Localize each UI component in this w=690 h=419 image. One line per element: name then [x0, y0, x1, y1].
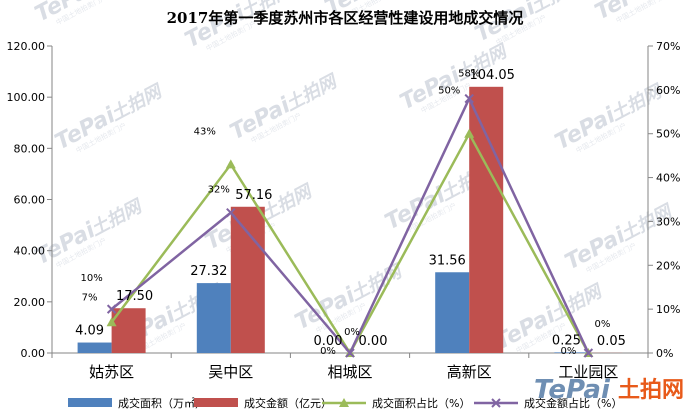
- y-right-tick-label: 0%: [656, 347, 673, 360]
- x-tick-label: 吴中区: [208, 363, 253, 381]
- line-point-3-3: [464, 93, 474, 104]
- legend: 成交面积（万㎡） 成交金额（亿元） 成交面积占比（%） 成交金额占比（%）: [68, 396, 622, 410]
- line-point-3-4: [583, 348, 594, 358]
- logo-cn: 土拍网: [618, 377, 684, 403]
- x-tick-label: 工业园区: [558, 363, 618, 381]
- watermark-cn: 土拍网: [347, 260, 407, 305]
- legend-marker: [491, 398, 501, 408]
- data-labels: 4.09 27.32 0.00 31.56 0.25 17.50 57.16 0.00 104.…: [75, 68, 626, 357]
- y-left-tick-label: 0.00: [21, 347, 46, 360]
- line-data-label: 0%: [320, 346, 336, 357]
- y-right-tick-label: 10%: [656, 303, 680, 316]
- line-data-label: 10%: [80, 273, 102, 284]
- bar-data-label: 104.05: [469, 68, 515, 83]
- line-point-3-2: [345, 348, 355, 358]
- bar-data-label: 0.00: [314, 334, 343, 349]
- legend-label-0: 成交面积（万㎡）: [118, 396, 206, 410]
- watermark-cn: 土拍网: [87, 195, 147, 240]
- watermark-cn: 土拍网: [107, 80, 167, 125]
- y-right-tick-label: 70%: [656, 40, 680, 53]
- bar-0-0: [77, 342, 112, 353]
- y-right-tick-label: 30%: [656, 215, 680, 228]
- x-tick-label: 相城区: [327, 363, 372, 381]
- bar-0-3: [435, 272, 470, 353]
- bar-data-label: 57.16: [235, 188, 272, 203]
- watermark-cn: 土拍网: [527, 0, 587, 17]
- bar-0-1: [196, 283, 231, 353]
- bar-data-label: 17.50: [116, 289, 153, 304]
- y-left-tick-label: 80.00: [14, 142, 46, 155]
- legend-label-3: 成交金额占比（%）: [524, 396, 622, 410]
- tepai-logo: TePai 土拍网: [534, 375, 684, 405]
- bar-data-label: 0.25: [552, 333, 581, 348]
- y-right-tick-label: 50%: [656, 128, 680, 141]
- bar-1-1: [230, 206, 265, 353]
- x-tick-label: 高新区: [447, 363, 492, 381]
- x-tick-label: 姑苏区: [89, 363, 134, 381]
- watermark-cn: 土拍网: [282, 70, 342, 115]
- bar-data-label: 0.05: [597, 334, 626, 349]
- line-data-label: 0%: [560, 346, 576, 357]
- line-point-3-0: [106, 304, 117, 314]
- logo-brand: TePai: [534, 375, 611, 405]
- legend-label-2: 成交面积占比（%）: [372, 396, 470, 410]
- bar-data-label: 31.56: [429, 253, 466, 268]
- line-point-3-1: [226, 207, 236, 218]
- line-data-label: 58%: [458, 69, 480, 80]
- bar-0-4: [554, 352, 589, 353]
- line-data-label: 7%: [82, 292, 98, 303]
- y-left-tick-label: 100.00: [7, 91, 46, 104]
- line-data-label: 0%: [344, 327, 360, 338]
- y-left-tick-label: 40.00: [14, 245, 46, 258]
- line-data-label: 43%: [194, 126, 216, 137]
- y-left-tick-label: 120.00: [7, 40, 46, 53]
- y-left-tick-label: 20.00: [14, 296, 46, 309]
- y-left-tick-label: 60.00: [14, 194, 46, 207]
- chart-title: 2017年第一季度苏州市各区经营性建设用地成交情况: [167, 9, 524, 27]
- bars: [77, 86, 623, 353]
- line-point-2-3: [464, 128, 475, 138]
- bar-data-label: 4.09: [75, 324, 104, 339]
- lines: [106, 93, 594, 358]
- bar-data-label: 27.32: [190, 264, 227, 279]
- legend-swatch-1: [194, 398, 238, 407]
- legend-swatch-0: [68, 398, 112, 407]
- bar-1-3: [469, 86, 504, 353]
- line-data-label: 50%: [438, 86, 460, 97]
- y-right-tick-label: 20%: [656, 259, 680, 272]
- line-data-label: 32%: [208, 185, 230, 196]
- line-point-2-0: [106, 317, 117, 327]
- line-data-label: 0%: [594, 319, 610, 330]
- legend-marker: [339, 398, 349, 407]
- line-point-2-1: [225, 159, 236, 169]
- bar-data-label: 0.00: [359, 334, 388, 349]
- y-right-tick-label: 60%: [656, 84, 680, 97]
- y-right-tick-label: 40%: [656, 172, 680, 185]
- legend-label-1: 成交金额（亿元）: [244, 396, 332, 410]
